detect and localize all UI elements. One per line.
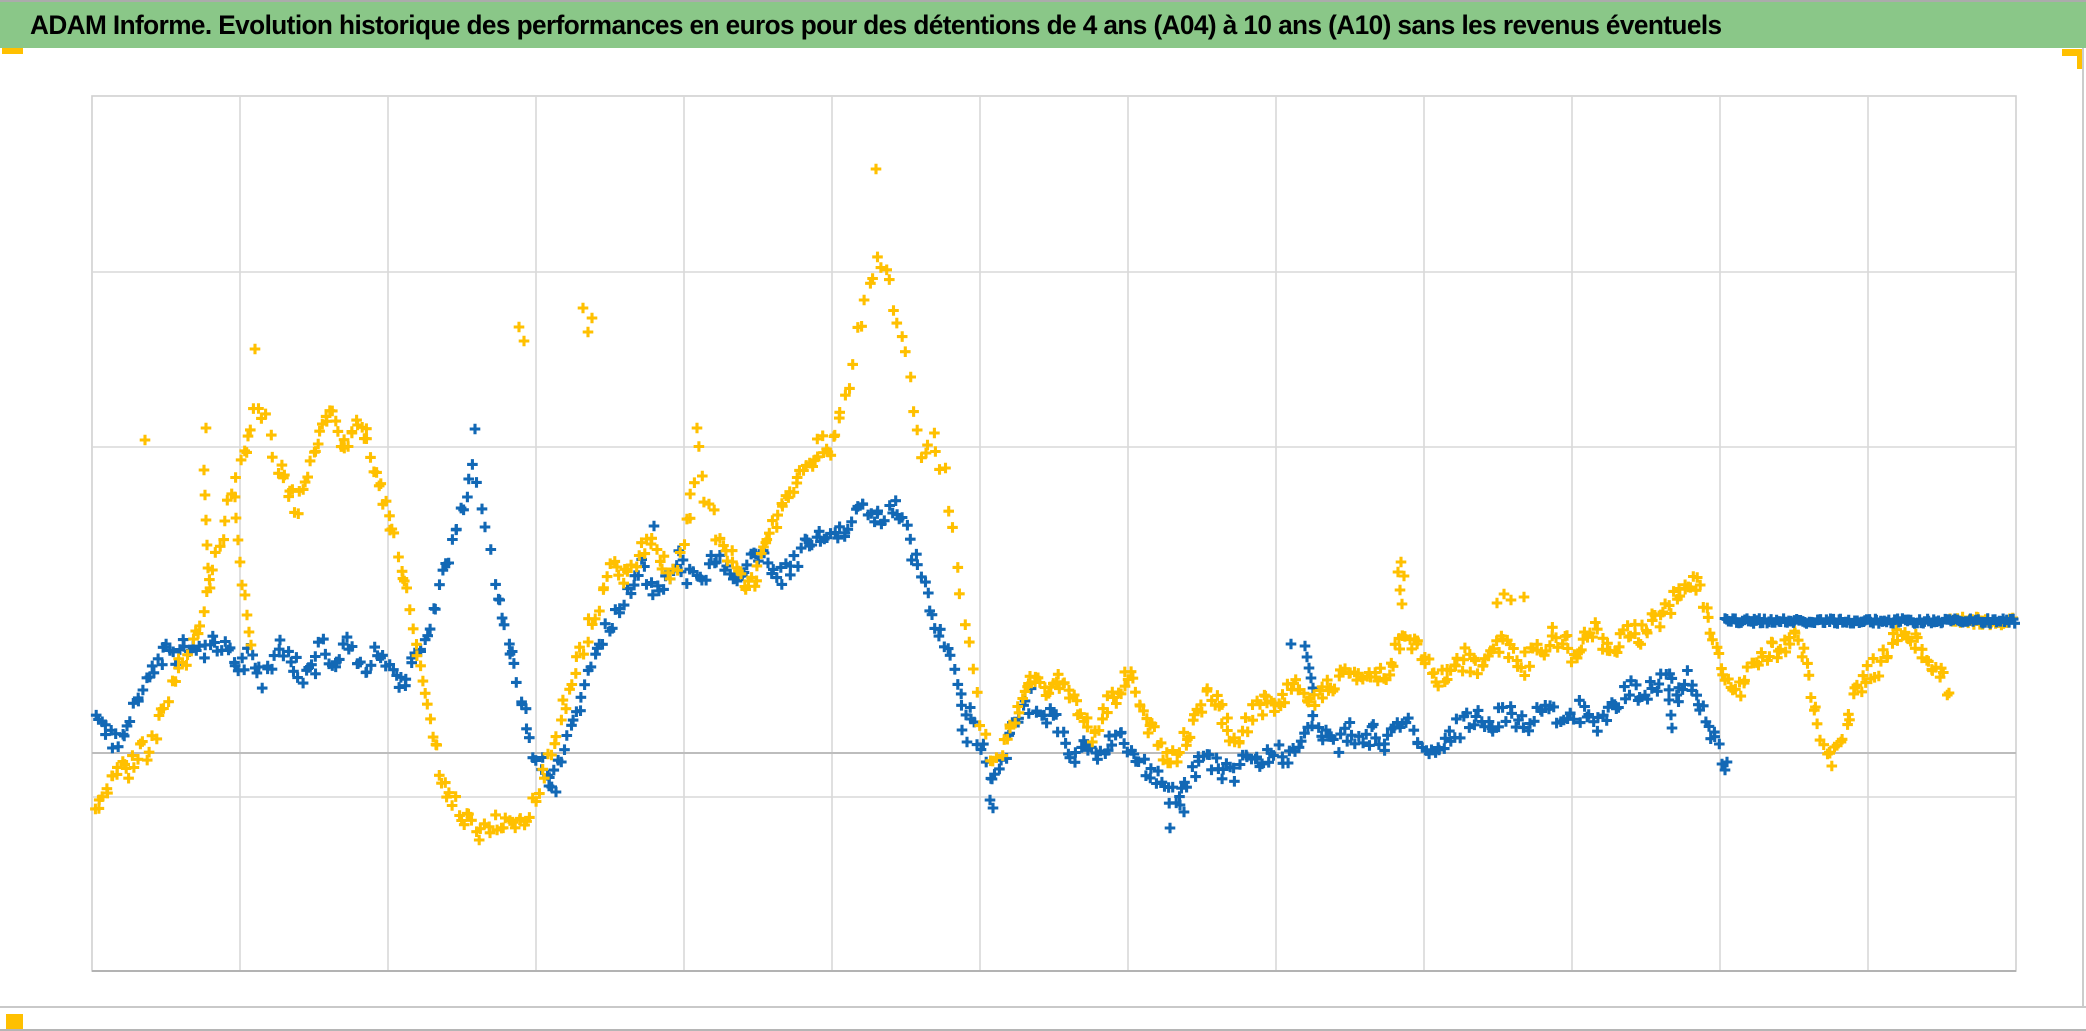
sheet-right-border [2082,48,2084,1006]
range-corner-top-right-icon[interactable] [2077,49,2084,69]
range-handle-top-left[interactable] [2,48,23,54]
range-handle-bottom-left[interactable] [6,1014,23,1031]
sheet-divider-line [0,1006,2086,1008]
chart-title: ADAM Informe. Evolution historique des p… [30,9,1722,40]
range-corner-top-right-icon[interactable] [2062,49,2084,56]
chart-title-bar: ADAM Informe. Evolution historique des p… [0,2,2086,48]
window-top-edge [0,0,2086,2]
window-bottom-edge [0,1029,2086,1031]
